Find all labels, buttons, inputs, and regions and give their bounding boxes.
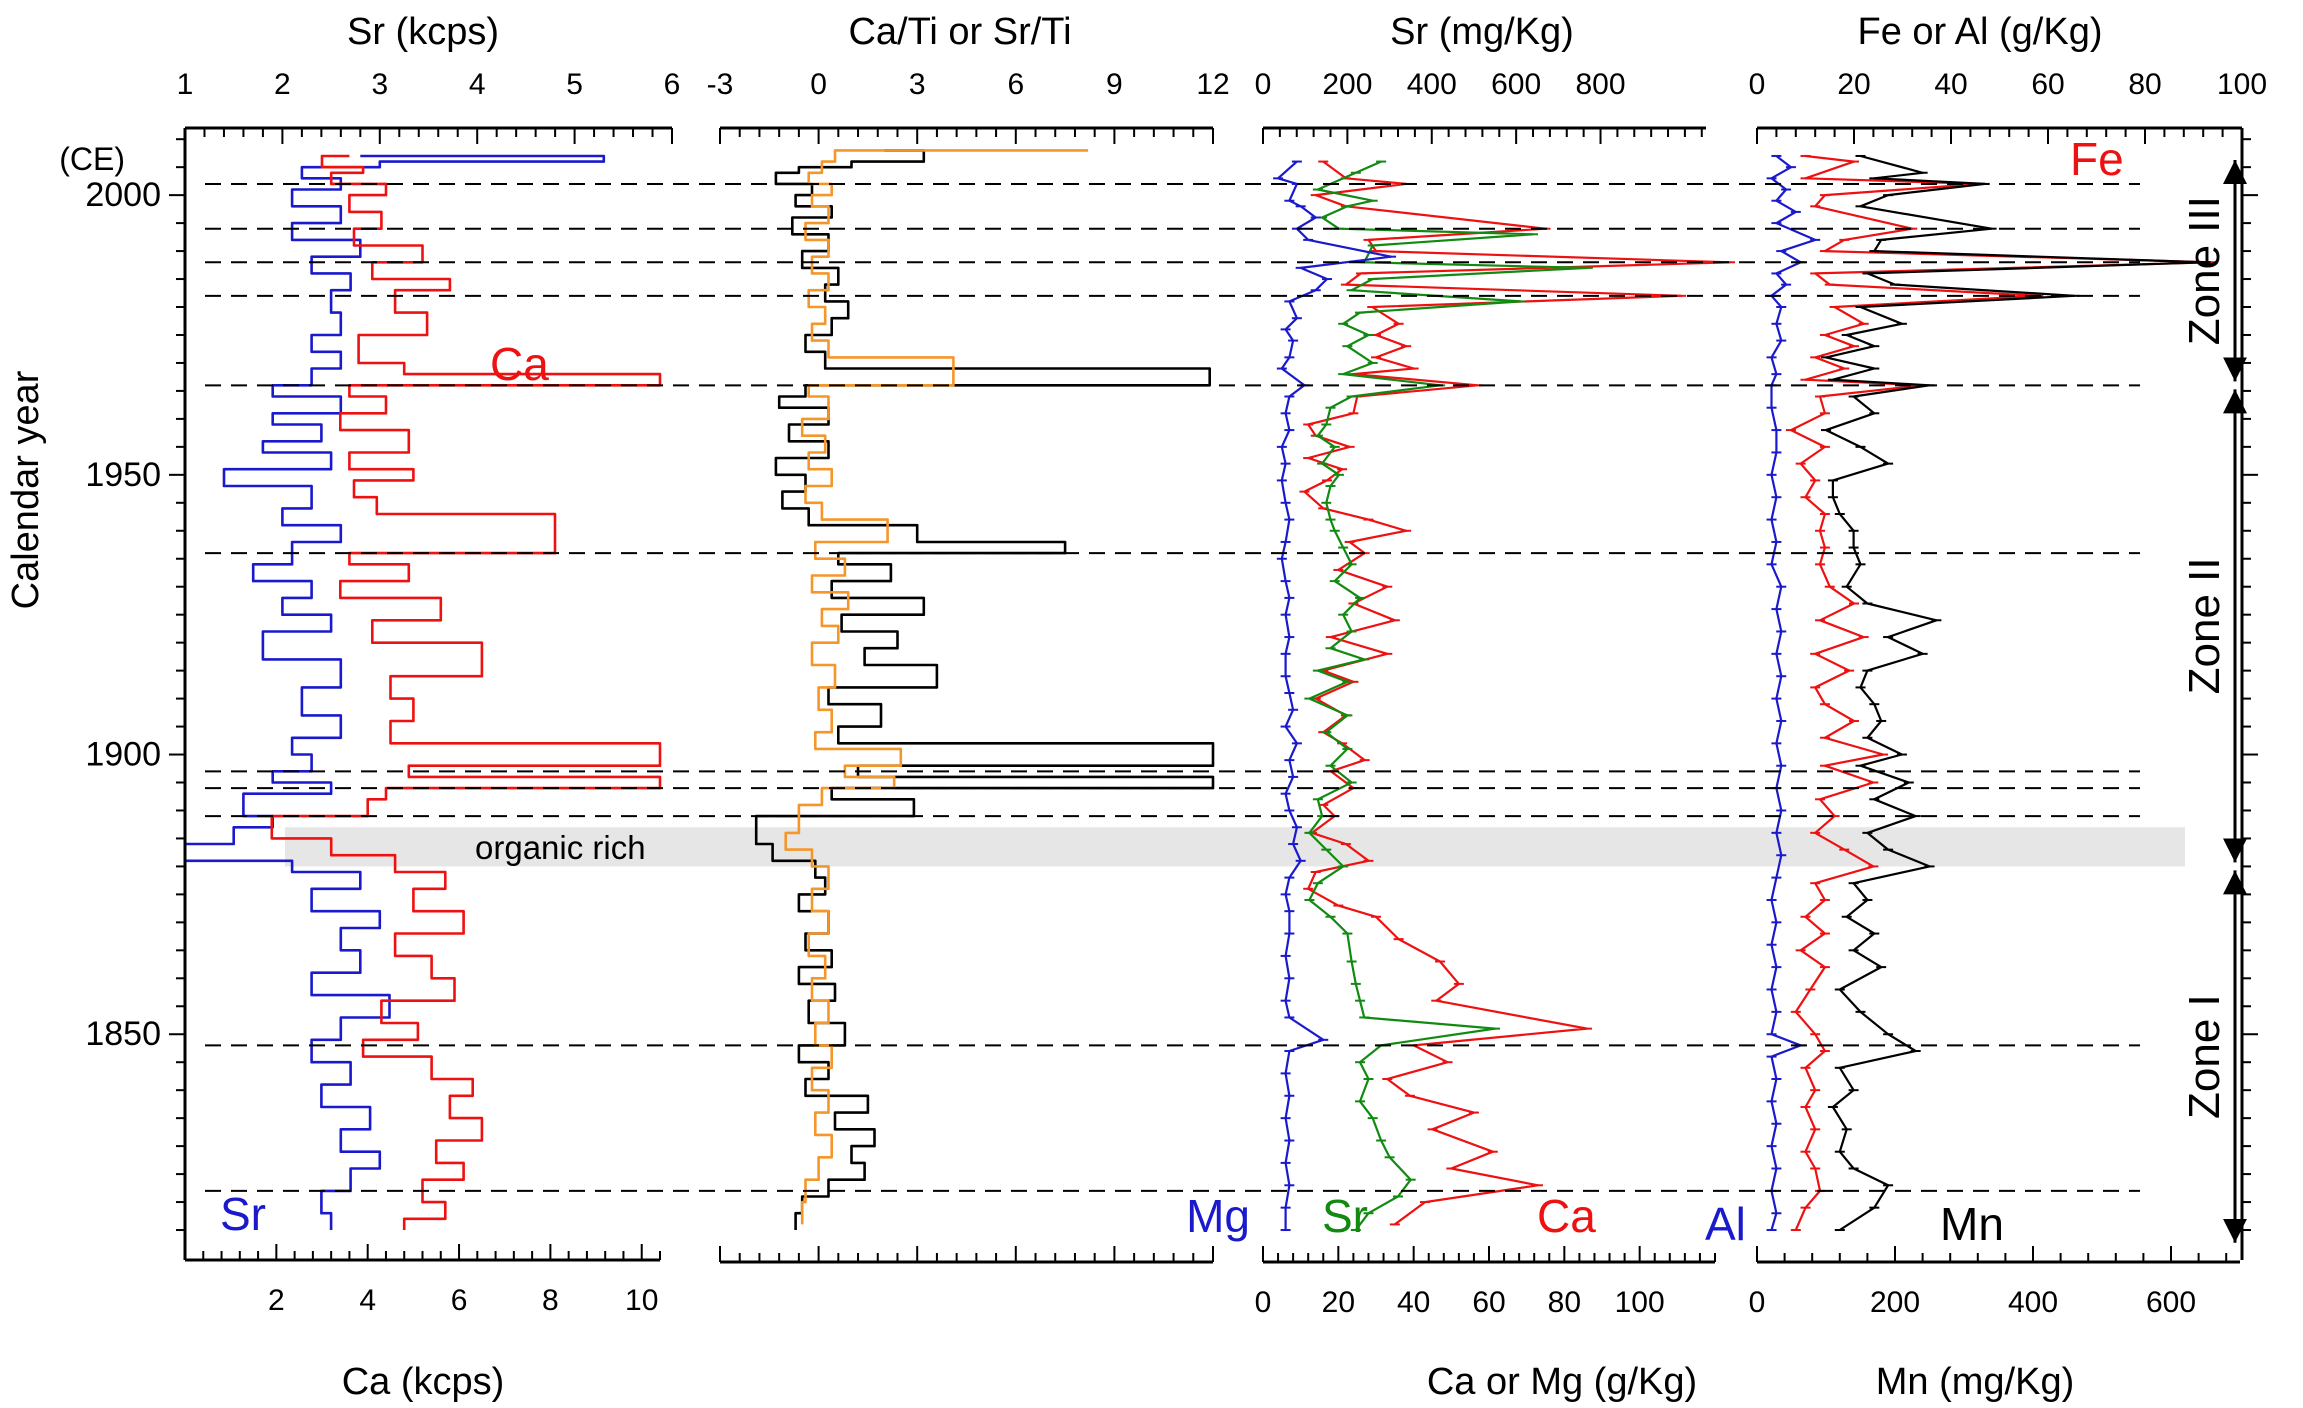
panel-2-top-tick-label-5: 12: [1196, 68, 1229, 101]
panel-2-top-tick-label-0: -3: [707, 68, 734, 101]
legend-xrf-sr-ca-ca: Ca: [490, 338, 549, 390]
series-icp-ca-sr-mg-mg: [1277, 160, 1393, 1230]
series-icp-ca-sr-mg-ca: [1303, 160, 1732, 1226]
panel-1-bottom-tick-label-4: 10: [625, 1284, 658, 1317]
panel-3-bottom-tick-label-2: 40: [1397, 1286, 1430, 1319]
zone-label-1: Zone III: [2180, 196, 2229, 345]
panel-1-bottom-tick-label-3: 8: [542, 1284, 559, 1317]
panel-2-top-tick-label-4: 9: [1106, 68, 1123, 101]
panel-3-top-tick-label-2: 400: [1407, 68, 1457, 101]
legend-icp-fe-al-mn-al: Al: [1705, 1198, 1746, 1250]
organic-rich-label: organic rich: [475, 829, 646, 866]
panel-4-bottom-tick-label-3: 600: [2146, 1286, 2196, 1319]
panel-2-top-tick-label-2: 3: [909, 68, 926, 101]
panel-4-bottom-tick-label-1: 200: [1870, 1286, 1920, 1319]
panel-3-top-tick-label-0: 0: [1255, 68, 1272, 101]
organic-rich-band-layer: organic rich: [285, 827, 2185, 867]
panel-1-bottom-tick-label-0: 2: [268, 1284, 285, 1317]
y-axis-tick-label-1: 1950: [85, 456, 161, 494]
legend-icp-ca-sr-mg-ca: Ca: [1537, 1190, 1596, 1242]
series-ratios-sr-ti: [784, 149, 1089, 1225]
panel-1-bottom-axis-title: Ca (kcps): [342, 1361, 505, 1403]
legend-icp-fe-al-mn-mn: Mn: [1940, 1198, 2004, 1250]
series-icp-fe-al-mn-fe: [1789, 154, 2214, 1231]
panel-3-bottom-tick-label-5: 100: [1615, 1286, 1665, 1319]
panel-1-top-tick-label-2: 3: [371, 68, 388, 101]
series-ratios-ca-ti: [754, 149, 1215, 1230]
legend-xrf-sr-ca-sr: Sr: [220, 1188, 266, 1240]
panel-1-top-tick-label-5: 6: [664, 68, 681, 101]
legend-layer: Sr Ca Mg Sr Ca Fe Al Mn: [220, 133, 2124, 1250]
series-icp-fe-al-mn-mn: [1824, 154, 2207, 1231]
y-axis-tick-label-0: 2000: [85, 176, 161, 214]
panel-3-bottom-tick-label-1: 20: [1322, 1286, 1355, 1319]
panel-3-top-axis-title: Sr (mg/Kg): [1390, 11, 1574, 53]
panel-4-bottom-tick-label-2: 400: [2008, 1286, 2058, 1319]
panel-2-top-axis-title: Ca/Ti or Sr/Ti: [848, 11, 1071, 53]
series-xrf-sr-ca-sr: [183, 154, 606, 1230]
panel-4-top-tick-label-5: 100: [2217, 68, 2267, 101]
zone-label-2: Zone II: [2180, 557, 2229, 694]
panel-4-top-tick-label-0: 0: [1749, 68, 1766, 101]
panel-4-bottom-axis-title: Mn (mg/Kg): [1876, 1361, 2074, 1403]
series-icp-fe-al-mn-al: [1770, 155, 1817, 1231]
panel-3-top-tick-label-3: 600: [1491, 68, 1541, 101]
zone-label-3: Zone I: [2180, 994, 2229, 1119]
panel-3-bottom-tick-label-0: 0: [1255, 1286, 1272, 1319]
panel-1-bottom-tick-label-2: 6: [451, 1284, 468, 1317]
panel-4-top-tick-label-2: 40: [1934, 68, 1967, 101]
y-axis-unit-label: (CE): [59, 141, 125, 177]
y-axis-tick-label-2: 1900: [85, 736, 161, 774]
zones-layer: Zone III Zone II Zone I: [2180, 159, 2247, 1243]
y-axis-tick-label-3: 1850: [85, 1015, 161, 1053]
panel-1-top-tick-label-0: 1: [177, 68, 194, 101]
series-icp-ca-sr-mg-sr: [1308, 160, 1589, 1231]
legend-icp-ca-sr-mg-mg: Mg: [1186, 1190, 1250, 1242]
panel-3-top-tick-label-4: 800: [1575, 68, 1625, 101]
panel-1-top-tick-label-1: 2: [274, 68, 291, 101]
panel-4-top-tick-label-3: 60: [2031, 68, 2064, 101]
legend-icp-fe-al-mn-fe: Fe: [2070, 133, 2124, 185]
panel-3-top-tick-label-1: 200: [1322, 68, 1372, 101]
y-axis-title: Calendar year: [5, 370, 47, 609]
panel-1-top-tick-label-3: 4: [469, 68, 486, 101]
panel-1-bottom-tick-label-1: 4: [359, 1284, 376, 1317]
panel-3-bottom-axis-title: Ca or Mg (g/Kg): [1427, 1361, 1697, 1403]
panel-2-top-tick-label-1: 0: [810, 68, 827, 101]
panel-1-top-axis-title: Sr (kcps): [347, 11, 499, 53]
event-lines-layer: [205, 182, 2140, 1192]
series-layer: [183, 149, 2218, 1232]
legend-icp-ca-sr-mg-sr: Sr: [1322, 1190, 1368, 1242]
series-xrf-sr-ca-ca: [270, 154, 662, 1230]
panel-4-bottom-tick-label-0: 0: [1749, 1286, 1766, 1319]
panel-3-bottom-tick-label-3: 60: [1472, 1286, 1505, 1319]
panel-4-top-tick-label-1: 20: [1837, 68, 1870, 101]
panel-3-bottom-tick-label-4: 80: [1548, 1286, 1581, 1319]
panel-4-top-tick-label-4: 80: [2128, 68, 2161, 101]
panel-1-top-tick-label-4: 5: [566, 68, 583, 101]
panel-2-top-tick-label-3: 6: [1007, 68, 1024, 101]
panel-4-top-axis-title: Fe or Al (g/Kg): [1858, 11, 2103, 53]
